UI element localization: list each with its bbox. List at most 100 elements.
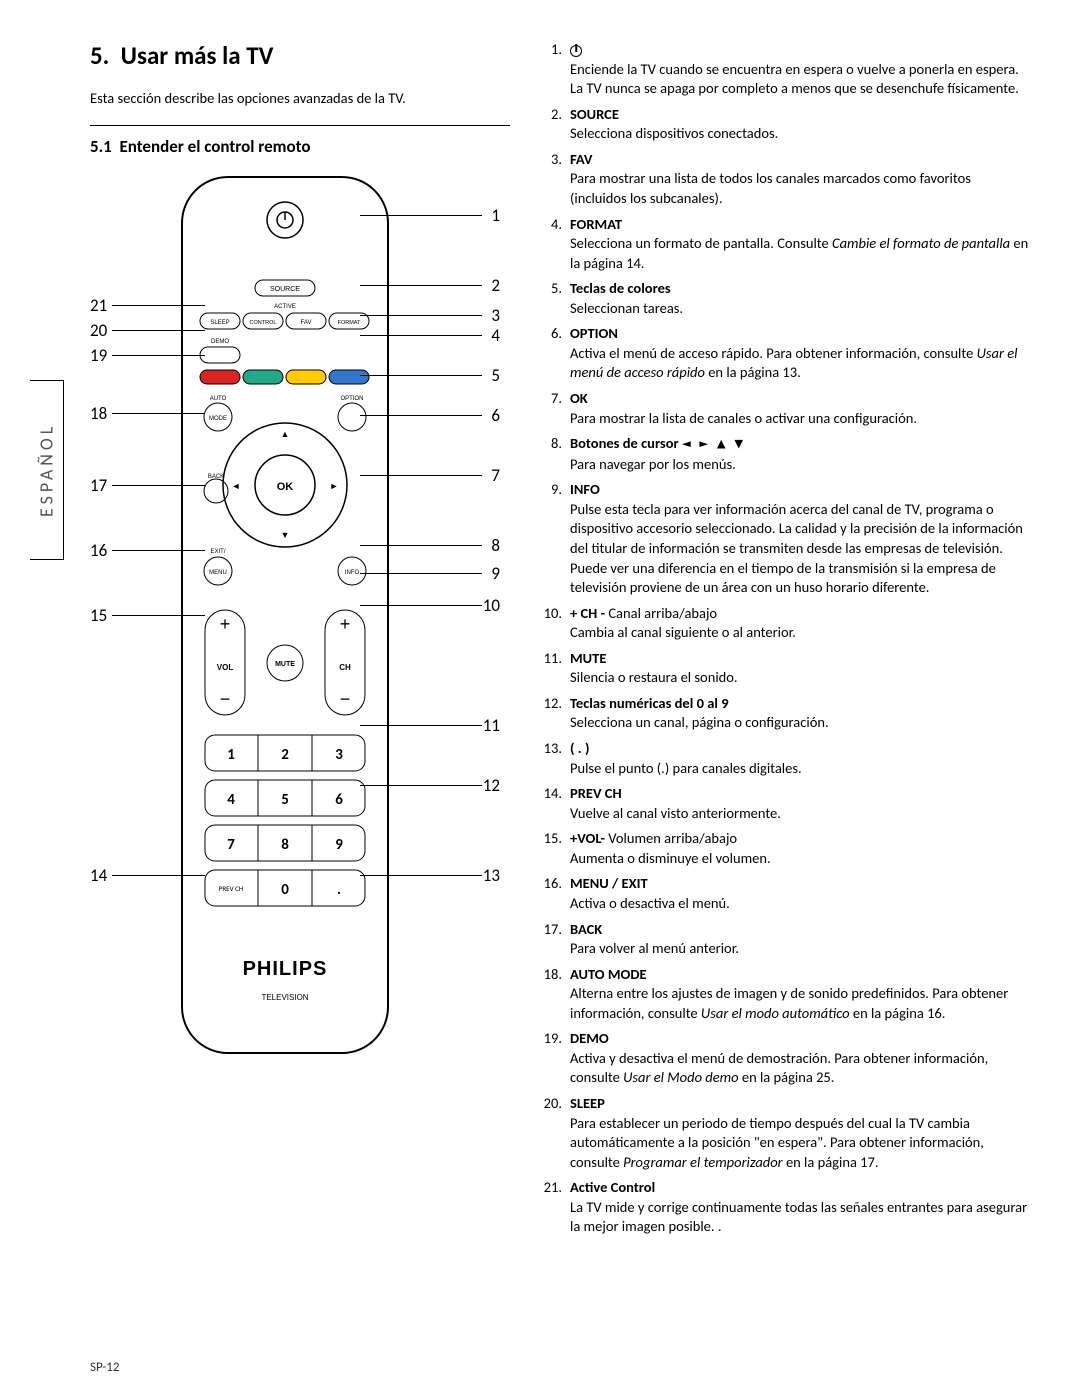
description-item: 18.AUTO MODEAlterna entre los ajustes de… <box>540 965 1030 1024</box>
svg-text:MODE: MODE <box>209 416 227 422</box>
svg-text:+: + <box>340 614 351 634</box>
svg-text:VOL: VOL <box>217 663 234 672</box>
svg-text:FORMAT: FORMAT <box>338 320 361 326</box>
item-number: 14. <box>540 784 562 823</box>
item-number: 11. <box>540 649 562 688</box>
item-body: + CH - Canal arriba/abajoCambia al canal… <box>570 604 1030 643</box>
description-item: 2.SOURCESelecciona dispositivos conectad… <box>540 105 1030 144</box>
callout-label: 15 <box>90 605 107 626</box>
description-item: 6.OPTIONActiva el menú de acceso rápido.… <box>540 324 1030 383</box>
left-column: 5. Usar más la TV Esta sección describe … <box>90 40 510 1243</box>
power-icon <box>570 45 582 57</box>
svg-text:OPTION: OPTION <box>340 396 363 402</box>
item-body: PREV CHVuelve al canal visto anteriormen… <box>570 784 1030 823</box>
svg-text:AUTO: AUTO <box>210 396 227 402</box>
svg-text:OK: OK <box>277 481 294 493</box>
description-item: 15.+VOL- Volumen arriba/abajoAumenta o d… <box>540 829 1030 868</box>
item-body: MENU / EXITActiva o desactiva el menú. <box>570 874 1030 913</box>
description-item: 11. MUTESilencia o restaura el sonido. <box>540 649 1030 688</box>
item-number: 19. <box>540 1029 562 1088</box>
item-number: 15. <box>540 829 562 868</box>
item-body: MUTESilencia o restaura el sonido. <box>570 649 1030 688</box>
callout-label: 19 <box>90 345 107 366</box>
item-number: 9. <box>540 480 562 597</box>
item-body: ( . )Pulse el punto (.) para canales dig… <box>570 739 1030 778</box>
svg-text:3: 3 <box>335 746 343 764</box>
item-body: FAVPara mostrar una lista de todos los c… <box>570 150 1030 209</box>
callout-line <box>112 875 205 876</box>
callout-label: 6 <box>491 405 500 426</box>
description-item: 17.BACKPara volver al menú anterior. <box>540 920 1030 959</box>
item-number: 20. <box>540 1094 562 1172</box>
callout-line <box>360 285 482 286</box>
svg-text:8: 8 <box>281 836 289 854</box>
description-item: 20. SLEEPPara establecer un periodo de ti… <box>540 1094 1030 1172</box>
item-body: SLEEPPara establecer un periodo de tiemp… <box>570 1094 1030 1172</box>
description-item: 13.( . )Pulse el punto (.) para canales … <box>540 739 1030 778</box>
svg-text:DEMO: DEMO <box>211 339 229 345</box>
description-item: 14. PREV CHVuelve al canal visto anterior… <box>540 784 1030 823</box>
callout-label: 14 <box>90 865 107 886</box>
svg-text:−: − <box>340 689 351 709</box>
svg-text:9: 9 <box>335 836 343 854</box>
svg-text:▼: ▼ <box>281 530 290 540</box>
callout-line <box>360 215 482 216</box>
item-number: 5. <box>540 279 562 318</box>
callout-line <box>360 315 482 316</box>
callout-label: 2 <box>491 275 500 296</box>
item-body: Active ControlLa TV mide y corrige conti… <box>570 1178 1030 1237</box>
svg-text:0: 0 <box>281 881 289 899</box>
item-number: 17. <box>540 920 562 959</box>
callout-line <box>360 475 482 476</box>
remote-svg: SOURCE ACTIVE SLEEP CONTROL FAV FORMAT D… <box>180 175 390 1055</box>
callout-label: 20 <box>90 320 107 341</box>
description-item: 21.Active ControlLa TV mide y corrige co… <box>540 1178 1030 1237</box>
item-body: SOURCESelecciona dispositivos conectados… <box>570 105 1030 144</box>
svg-text:MENU: MENU <box>209 570 227 576</box>
callout-label: 13 <box>483 865 500 886</box>
callout-label: 5 <box>491 365 500 386</box>
callout-line <box>112 355 205 356</box>
callout-label: 18 <box>90 403 107 424</box>
item-body: Teclas numéricas del 0 al 9Selecciona un… <box>570 694 1030 733</box>
item-number: 1. <box>540 40 562 99</box>
callout-label: 1 <box>491 205 500 226</box>
section-heading: 5. Usar más la TV <box>90 40 510 71</box>
item-number: 7. <box>540 389 562 428</box>
item-number: 8. <box>540 434 562 474</box>
svg-text:CONTROL: CONTROL <box>250 320 277 326</box>
svg-text:.: . <box>337 881 341 899</box>
description-item: 8.Botones de cursor ◄ ► ▲ ▼Para navegar … <box>540 434 1030 474</box>
callout-label: 17 <box>90 475 107 496</box>
divider <box>90 125 510 126</box>
description-item: 19. DEMOActiva y desactiva el menú de dem… <box>540 1029 1030 1088</box>
item-number: 4. <box>540 215 562 274</box>
callout-line <box>112 615 205 616</box>
svg-text:5: 5 <box>281 791 289 809</box>
subsection-heading: 5.1 Entender el control remoto <box>90 136 510 157</box>
item-body: FORMATSelecciona un formato de pantalla.… <box>570 215 1030 274</box>
svg-text:4: 4 <box>227 791 235 809</box>
svg-text:7: 7 <box>227 836 235 854</box>
callout-line <box>112 413 205 414</box>
description-item: 1.Enciende la TV cuando se encuentra en … <box>540 40 1030 99</box>
item-body: Enciende la TV cuando se encuentra en es… <box>570 40 1030 99</box>
svg-text:TELEVISION: TELEVISION <box>261 993 308 1002</box>
callout-label: 8 <box>491 535 500 556</box>
item-body: OPTIONActiva el menú de acceso rápido. P… <box>570 324 1030 383</box>
description-item: 5.Teclas de coloresSeleccionan tareas. <box>540 279 1030 318</box>
item-number: 6. <box>540 324 562 383</box>
item-number: 3. <box>540 150 562 209</box>
callout-label: 21 <box>90 295 107 316</box>
svg-text:EXIT/: EXIT/ <box>210 549 225 555</box>
item-body: DEMOActiva y desactiva el menú de demost… <box>570 1029 1030 1088</box>
svg-text:◄: ◄ <box>232 481 241 491</box>
svg-text:PHILIPS: PHILIPS <box>243 958 328 980</box>
callout-label: 11 <box>483 715 500 736</box>
callout-line <box>360 375 482 376</box>
callout-line <box>360 335 482 336</box>
description-item: 10.+ CH - Canal arriba/abajoCambia al ca… <box>540 604 1030 643</box>
svg-text:INFO: INFO <box>345 570 360 576</box>
item-number: 12. <box>540 694 562 733</box>
callout-line <box>112 550 205 551</box>
